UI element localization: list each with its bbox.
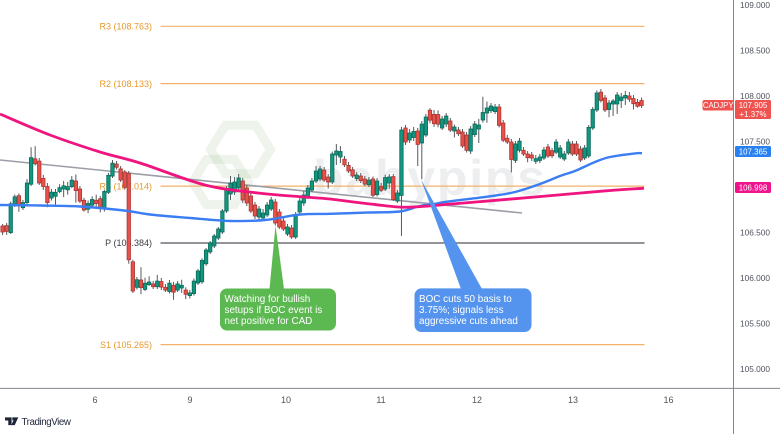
- svg-text:109.000: 109.000: [740, 0, 770, 10]
- svg-text:108.500: 108.500: [740, 46, 770, 56]
- svg-text:Watching for bullish: Watching for bullish: [225, 294, 311, 305]
- svg-text:R2 (108.133): R2 (108.133): [99, 79, 152, 89]
- svg-text:R3 (108.763): R3 (108.763): [99, 22, 152, 32]
- svg-text:aggressive cuts ahead: aggressive cuts ahead: [419, 316, 518, 327]
- svg-text:105.000: 105.000: [740, 364, 770, 374]
- svg-text:9: 9: [187, 395, 192, 405]
- svg-text:106.998: 106.998: [739, 184, 768, 193]
- svg-text:16: 16: [663, 395, 673, 405]
- svg-text:12: 12: [472, 395, 482, 405]
- svg-text:105.500: 105.500: [740, 319, 770, 329]
- svg-text:BOC cuts 50 basis to: BOC cuts 50 basis to: [419, 294, 512, 305]
- svg-text:13: 13: [568, 395, 578, 405]
- svg-text:107.905: 107.905: [739, 101, 768, 110]
- svg-text:10: 10: [281, 395, 291, 405]
- svg-text:106.500: 106.500: [740, 228, 770, 238]
- svg-text:106.000: 106.000: [740, 273, 770, 283]
- svg-text:6: 6: [92, 395, 97, 405]
- svg-text:11: 11: [376, 395, 385, 405]
- svg-text:S1 (105.265): S1 (105.265): [100, 340, 152, 350]
- svg-text:CADJPY: CADJPY: [703, 101, 735, 110]
- svg-text:108.000: 108.000: [740, 91, 770, 101]
- svg-text:+1.37%: +1.37%: [740, 110, 767, 119]
- svg-text:net positive for CAD: net positive for CAD: [225, 316, 313, 327]
- svg-text:107.365: 107.365: [739, 148, 768, 157]
- svg-text:3.75%; signals less: 3.75%; signals less: [419, 305, 504, 316]
- svg-text:TradingView: TradingView: [22, 417, 72, 428]
- svg-text:107.500: 107.500: [740, 137, 770, 147]
- svg-text:setups if BOC event is: setups if BOC event is: [225, 305, 323, 316]
